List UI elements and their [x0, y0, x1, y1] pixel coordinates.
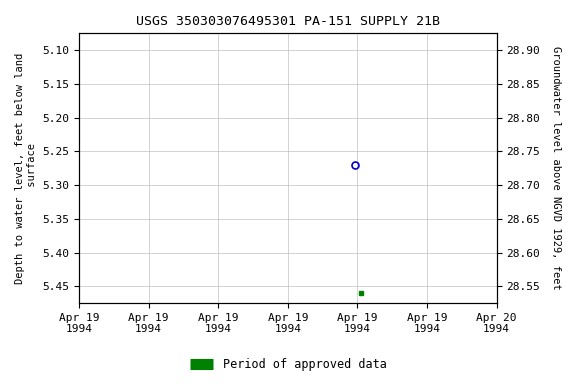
Title: USGS 350303076495301 PA-151 SUPPLY 21B: USGS 350303076495301 PA-151 SUPPLY 21B: [136, 15, 440, 28]
Y-axis label: Groundwater level above NGVD 1929, feet: Groundwater level above NGVD 1929, feet: [551, 46, 561, 290]
Legend: Period of approved data: Period of approved data: [185, 354, 391, 376]
Y-axis label: Depth to water level, feet below land
 surface: Depth to water level, feet below land su…: [15, 53, 37, 284]
